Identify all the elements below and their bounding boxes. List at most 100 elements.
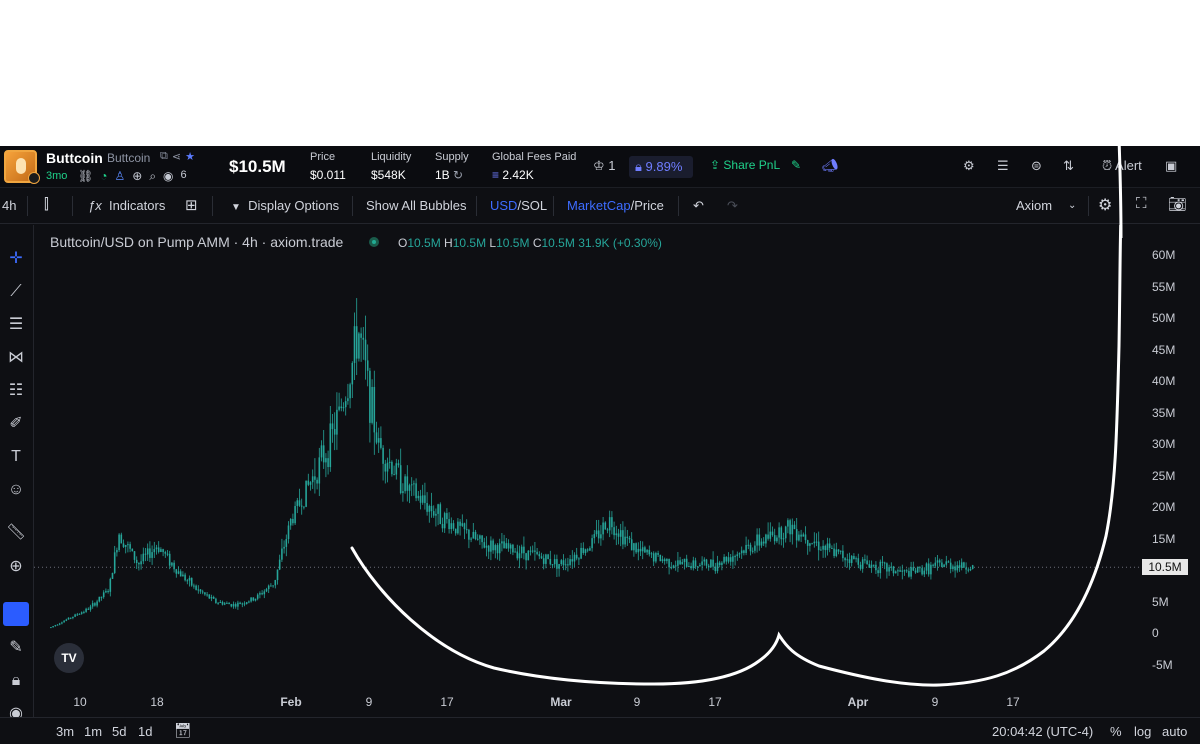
- display-options-button[interactable]: ▼ Display Options: [231, 198, 340, 213]
- text-icon[interactable]: T: [11, 448, 21, 465]
- candle: [52, 626, 54, 628]
- drawing-toolbar: ✛ ⟋ ☰ ⋈ ☷ ✐ T ☺ 📏︎ ⊕ ✎ 🔒︎ ◉: [0, 225, 34, 744]
- token-header: Buttcoin Buttcoin ⧉ ⋖ ★ 3mo ⛓ ◔ ♙ ⊕ ⌕ ◉ …: [0, 146, 1200, 188]
- token-avatar[interactable]: [4, 150, 37, 183]
- range-1d[interactable]: 1d: [138, 724, 153, 739]
- link-icon[interactable]: ⛓: [78, 169, 94, 183]
- search-icon[interactable]: ⌕: [149, 169, 157, 183]
- range-1m[interactable]: 1m: [84, 724, 103, 739]
- candle: [358, 331, 360, 362]
- refresh-icon[interactable]: ↻: [453, 168, 464, 182]
- candle: [498, 538, 501, 561]
- candle: [239, 601, 241, 605]
- candle: [415, 478, 417, 502]
- candle: [116, 547, 118, 557]
- theme-selector[interactable]: Axiom: [1016, 198, 1053, 213]
- redo-icon[interactable]: ↷: [727, 198, 738, 213]
- candle: [250, 597, 252, 603]
- ruler-icon[interactable]: 📏︎: [5, 524, 27, 541]
- brush-icon[interactable]: ✐: [9, 415, 23, 432]
- crosshair-icon[interactable]: ✛: [9, 250, 23, 267]
- show-bubbles-button[interactable]: Show All Bubbles: [366, 198, 467, 213]
- pattern-icon[interactable]: ⋈: [8, 349, 24, 366]
- alert-button[interactable]: ⏰︎ Alert: [1102, 158, 1142, 173]
- candle: [366, 344, 369, 387]
- auto-toggle[interactable]: auto: [1162, 724, 1188, 739]
- market-cap-value: $10.5M: [229, 157, 286, 176]
- candle: [782, 532, 785, 548]
- clock-icon[interactable]: ◔: [100, 169, 108, 183]
- price-axis[interactable]: 60M55M50M45M40M35M30M25M20M15M10M5M0-5M1…: [1142, 225, 1200, 744]
- star-icon[interactable]: ★: [185, 151, 195, 163]
- range-3m[interactable]: 3m: [56, 724, 75, 739]
- calendar-icon[interactable]: 📅︎: [174, 722, 192, 738]
- candle: [98, 596, 101, 603]
- swap-icon[interactable]: ⇅: [1063, 158, 1074, 173]
- candle: [740, 546, 743, 559]
- lock-drawing-icon[interactable]: ✎: [9, 639, 23, 656]
- candle: [452, 520, 455, 531]
- candle: [142, 547, 145, 565]
- copy-icon[interactable]: ⧉: [160, 150, 168, 162]
- metric-toggle[interactable]: MarketCap/Price: [567, 198, 664, 213]
- share-icon[interactable]: ⋖: [171, 151, 182, 163]
- stat-label: Price: [310, 151, 336, 163]
- undo-icon[interactable]: ↶: [693, 198, 704, 213]
- chevron-down-icon[interactable]: ⌄: [1068, 200, 1077, 211]
- horizontal-lines-icon[interactable]: ☰: [8, 316, 24, 333]
- lock-icon: 🔒︎: [635, 159, 642, 174]
- candle: [303, 506, 305, 510]
- camera-icon[interactable]: 📷︎: [1168, 196, 1188, 213]
- templates-icon[interactable]: ⊞: [185, 197, 198, 214]
- range-5d[interactable]: 5d: [112, 724, 127, 739]
- candle: [410, 477, 413, 497]
- fib-icon[interactable]: ☷: [8, 382, 24, 399]
- candle: [483, 537, 486, 549]
- candle: [877, 567, 879, 577]
- candle: [311, 469, 314, 489]
- candle: [941, 558, 943, 568]
- lock-icon[interactable]: 🔒︎: [11, 672, 21, 689]
- candle: [586, 548, 589, 553]
- user-icon[interactable]: ♙: [114, 169, 126, 183]
- price-chart[interactable]: Buttcoin/USD on Pump AMM · 4h · axiom.tr…: [34, 225, 1142, 743]
- chart-canvas[interactable]: [34, 225, 1142, 687]
- candle: [408, 483, 411, 504]
- currency-icon[interactable]: ⊜: [1031, 158, 1042, 173]
- candle: [967, 567, 970, 573]
- candle: [769, 522, 772, 542]
- megaphone-icon[interactable]: 📣︎: [822, 158, 839, 173]
- indicators-button[interactable]: ƒx Indicators: [88, 198, 166, 213]
- currency-toggle[interactable]: USD/SOL: [490, 198, 548, 213]
- candle: [919, 566, 921, 573]
- candle: [949, 558, 952, 574]
- share-pnl-button[interactable]: ⇪ Share PnL ✎: [710, 158, 802, 172]
- globe-icon[interactable]: ⊕: [132, 169, 143, 183]
- candle: [124, 544, 127, 554]
- candle: [776, 535, 778, 543]
- list-icon[interactable]: ☰: [997, 158, 1009, 173]
- layout-icon[interactable]: ▣: [1165, 158, 1178, 173]
- candle: [190, 577, 193, 587]
- x-tick-label: 9: [931, 695, 939, 709]
- zoom-icon[interactable]: ⊕: [9, 558, 23, 575]
- lock-percentage[interactable]: 🔒︎ 9.89%: [629, 156, 693, 178]
- chart-settings-icon[interactable]: ⚙: [1098, 197, 1113, 214]
- candle: [83, 610, 85, 614]
- time-axis[interactable]: 10 18 Feb 9 17 Mar 9 17 Apr 9 17: [34, 687, 1142, 717]
- fullscreen-icon[interactable]: ⛶: [1136, 195, 1147, 212]
- tradingview-logo[interactable]: TV: [54, 643, 84, 673]
- holders-indicator[interactable]: ♔ 1: [593, 158, 616, 173]
- trendline-icon[interactable]: ⟋: [10, 283, 22, 300]
- candle: [78, 613, 81, 615]
- interval-selector[interactable]: 4h: [2, 198, 17, 213]
- emoji-icon[interactable]: ☺: [7, 481, 25, 498]
- candle-type-icon[interactable]: ⫿: [44, 196, 49, 213]
- candle: [666, 558, 668, 564]
- log-toggle[interactable]: log: [1134, 724, 1152, 739]
- clock-readout[interactable]: 20:04:42 (UTC-4): [992, 724, 1094, 739]
- magnet-icon[interactable]: [3, 602, 29, 626]
- candle: [215, 597, 217, 604]
- settings-icon[interactable]: ⚙: [963, 158, 975, 173]
- percent-toggle[interactable]: %: [1110, 724, 1122, 739]
